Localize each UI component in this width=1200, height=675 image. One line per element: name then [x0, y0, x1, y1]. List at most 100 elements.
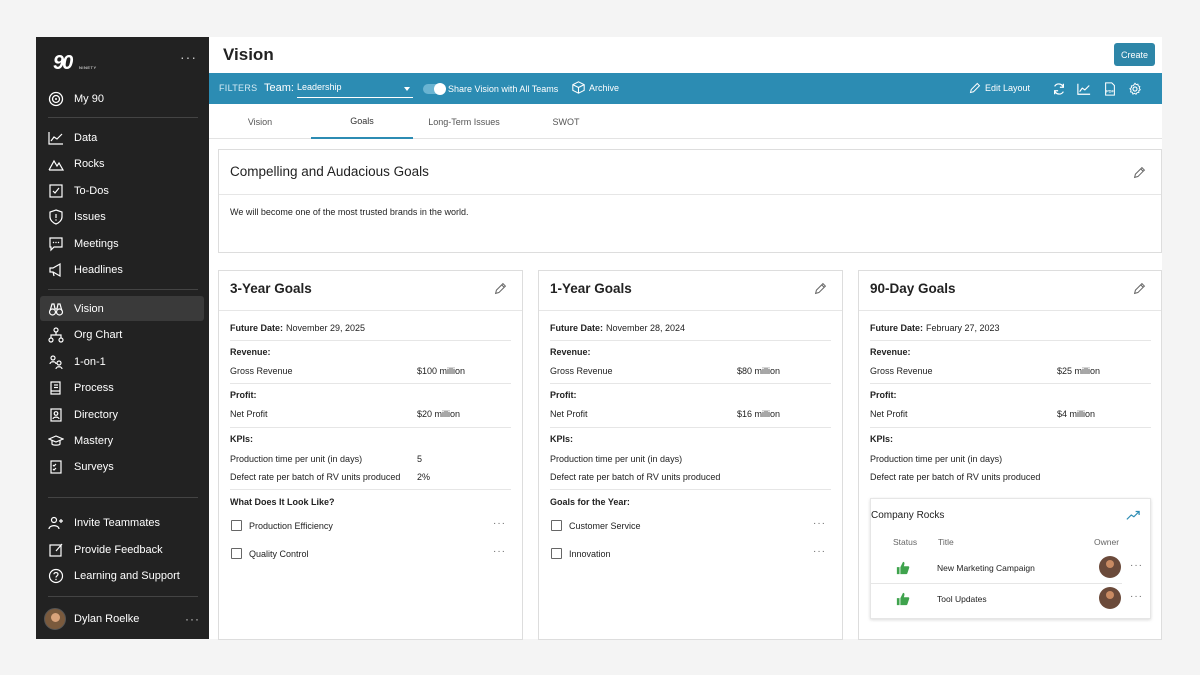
archive-button[interactable]: Archive [572, 81, 619, 94]
pencil-icon[interactable] [814, 282, 827, 295]
rock-title: New Marketing Campaign [937, 563, 1035, 573]
divider [230, 489, 511, 490]
kpis-label: KPIs: [870, 434, 894, 444]
tab-goals[interactable]: Goals [311, 104, 413, 139]
profit-value: $20 million [417, 409, 461, 419]
help-icon [48, 568, 64, 583]
share-vision-toggle[interactable] [423, 83, 446, 95]
compelling-goals-card: Compelling and Audacious Goals We will b… [218, 149, 1162, 253]
user-profile[interactable]: Dylan Roelke ··· [44, 607, 200, 631]
pdf-icon[interactable]: PDF [1103, 82, 1117, 96]
tab-long-term-issues[interactable]: Long-Term Issues [428, 116, 500, 127]
sidebar-item-vision[interactable]: Vision [40, 296, 204, 321]
sidebar-item-my90[interactable]: My 90 [40, 86, 204, 111]
ninety-logo[interactable]: 90 NINETY [53, 53, 97, 75]
col-owner: Owner [1094, 537, 1120, 547]
team-select[interactable]: Leadership [297, 79, 413, 98]
divider [219, 194, 1161, 195]
sidebar-item-data[interactable]: Data [40, 125, 204, 150]
future-date-label: Future Date: [870, 323, 924, 333]
col-status: Status [893, 537, 918, 547]
divider [539, 310, 842, 311]
goal-checkbox[interactable] [231, 548, 242, 559]
sidebar-item-label: To-Dos [74, 184, 109, 197]
sidebar-item-org-chart[interactable]: Org Chart [40, 322, 204, 347]
kpis-label: KPIs: [550, 434, 574, 444]
sidebar-menu-button[interactable]: ··· [180, 49, 197, 65]
sidebar-item-directory[interactable]: Directory [40, 402, 204, 427]
one-on-one-icon [49, 354, 63, 369]
shield-alert-icon [49, 208, 63, 225]
future-date-value: February 27, 2023 [926, 323, 1000, 333]
goal-checkbox[interactable] [551, 520, 562, 531]
profit-name: Net Profit [870, 409, 908, 419]
pencil-icon[interactable] [1133, 166, 1146, 179]
divider [859, 310, 1161, 311]
revenue-name: Gross Revenue [550, 366, 613, 376]
edit-layout-button[interactable]: Edit Layout [969, 82, 1030, 94]
goal-checkbox[interactable] [231, 520, 242, 531]
profit-label: Profit: [870, 390, 897, 400]
address-book-icon [50, 407, 62, 422]
kpi-value: 5 [417, 454, 423, 464]
sidebar-item-headlines[interactable]: Headlines [40, 257, 204, 282]
more-options-button[interactable]: ··· [813, 546, 826, 557]
sidebar-item-provide-feedback[interactable]: Provide Feedback [40, 537, 204, 562]
tab-swot[interactable]: SWOT [552, 116, 580, 127]
sidebar-item-meetings[interactable]: Meetings [40, 231, 204, 256]
sidebar-item-learning-support[interactable]: Learning and Support [40, 563, 204, 588]
user-name: Dylan Roelke [74, 613, 140, 625]
sidebar-divider [48, 497, 198, 498]
kpi-name: Production time per unit (in days) [550, 454, 683, 464]
divider [550, 383, 831, 384]
sidebar-item-label: Meetings [74, 237, 119, 250]
tab-vision[interactable]: Vision [247, 116, 273, 127]
sidebar-item-invite-teammates[interactable]: Invite Teammates [40, 510, 204, 535]
user-menu-button[interactable]: ··· [185, 612, 200, 626]
refresh-icon[interactable] [1052, 82, 1066, 96]
trending-up-icon[interactable] [1126, 509, 1140, 521]
revenue-label: Revenue: [550, 347, 591, 357]
edit-icon [49, 543, 63, 557]
sidebar-item-rocks[interactable]: Rocks [40, 151, 204, 176]
compelling-goal-text: We will become one of the most trusted b… [230, 207, 469, 217]
book-icon [50, 380, 61, 395]
sidebar-item-label: Process [74, 381, 114, 394]
pencil-icon[interactable] [494, 282, 507, 295]
pencil-icon[interactable] [1133, 282, 1146, 295]
sidebar-item-todos[interactable]: To-Dos [40, 178, 204, 203]
profit-label: Profit: [230, 390, 257, 400]
profit-value: $4 million [1057, 409, 1096, 419]
thumbs-up-icon[interactable] [896, 592, 910, 606]
more-options-button[interactable]: ··· [493, 546, 506, 557]
divider [550, 340, 831, 341]
profit-name: Net Profit [230, 409, 268, 419]
divider [550, 427, 831, 428]
profit-name: Net Profit [550, 409, 588, 419]
gear-icon[interactable] [1128, 82, 1142, 96]
sidebar-item-label: Mastery [74, 434, 114, 447]
sidebar-item-issues[interactable]: Issues [40, 204, 204, 229]
sidebar-item-mastery[interactable]: Mastery [40, 428, 204, 453]
goal-checkbox[interactable] [551, 548, 562, 559]
card-title: Compelling and Audacious Goals [230, 164, 429, 179]
checkbox-icon [49, 183, 63, 198]
revenue-value: $25 million [1057, 366, 1101, 376]
sidebar-item-surveys[interactable]: Surveys [40, 454, 204, 479]
list-label: What Does It Look Like? [230, 497, 335, 507]
avatar [1099, 587, 1121, 609]
revenue-label: Revenue: [230, 347, 271, 357]
ninety-day-goals-card: 90-Day Goals Future Date: February 27, 2… [858, 270, 1162, 640]
more-options-button[interactable]: ··· [1130, 560, 1143, 571]
more-options-button[interactable]: ··· [493, 518, 506, 529]
team-label: Team: [264, 82, 294, 94]
col-title: Title [938, 537, 954, 547]
more-options-button[interactable]: ··· [813, 518, 826, 529]
sidebar-item-1on1[interactable]: 1-on-1 [40, 349, 204, 374]
more-options-button[interactable]: ··· [1130, 591, 1143, 602]
thumbs-up-icon[interactable] [896, 561, 910, 575]
sidebar-item-process[interactable]: Process [40, 375, 204, 400]
card-title: 1-Year Goals [550, 281, 632, 296]
chart-icon[interactable] [1077, 82, 1091, 96]
create-button[interactable]: Create [1114, 43, 1155, 66]
